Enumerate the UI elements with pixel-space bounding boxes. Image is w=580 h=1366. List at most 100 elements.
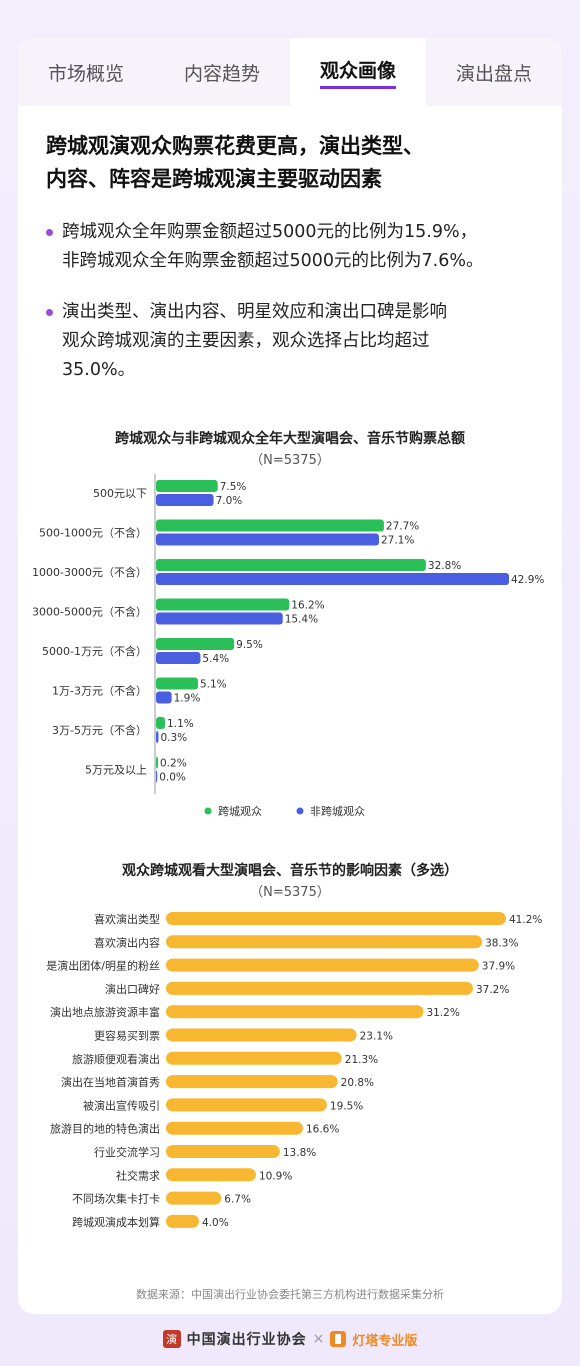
chart1-bar	[156, 480, 218, 492]
chart2-data-label: 13.8%	[283, 1147, 316, 1159]
chart2-category-label: 喜欢演出内容	[94, 935, 160, 949]
tab-label: 内容趋势	[183, 62, 260, 85]
chart2-data-label: 16.6%	[306, 1124, 339, 1136]
tab-performance-review[interactable]: 演出盘点	[426, 38, 562, 106]
chart2-category-label: 跨城观演成本划算	[72, 1215, 160, 1229]
chart1-legend-marker	[204, 807, 212, 815]
bullet-line: 演出类型、演出内容、明星效应和演出口碑是影响	[62, 302, 447, 322]
chart1-data-label: 5.1%	[200, 679, 227, 691]
chart1-category-label: 5000-1万元（不含）	[42, 644, 147, 658]
content-card: 市场概览 内容趋势 观众画像 演出盘点 跨城观演观众购票花费更高，演出类型、 内…	[18, 38, 562, 1314]
chart2-subtitle: （N=5375）	[250, 885, 330, 900]
headline-line: 跨城观演观众购票花费更高，演出类型、	[46, 134, 424, 158]
page-headline: 跨城观演观众购票花费更高，演出类型、 内容、阵容是跨城观演主要驱动因素	[46, 130, 546, 196]
chart2-category-label: 演出地点旅游资源丰富	[50, 1005, 160, 1019]
bullet-dot-icon	[46, 229, 53, 236]
chart1-data-label: 27.7%	[386, 521, 419, 533]
bullet-line: 跨城观众全年购票金额超过5000元的比例为15.9%，	[62, 222, 478, 242]
chart2-category-label: 被演出宣传吸引	[83, 1098, 160, 1112]
chart1-category-label: 500-1000元（不含）	[39, 526, 147, 540]
bullet-item: 跨城观众全年购票金额超过5000元的比例为15.9%， 非跨城观众全年购票金额超…	[46, 218, 546, 276]
chart1-category-label: 1万-3万元（不含）	[52, 684, 147, 698]
chart2-data-label: 21.3%	[345, 1054, 378, 1066]
chart2-bar	[166, 1075, 338, 1089]
chart1-bar	[156, 559, 426, 571]
chart1-svg: 500元以下 7.5% 7.0% 500-1000元（不含） 27.7% 27.1% 100…	[32, 474, 544, 818]
bullet-item: 演出类型、演出内容、明星效应和演出口碑是影响 观众跨城观演的主要因素，观众选择占…	[46, 298, 546, 385]
chart2-category-label: 旅游目的地的特色演出	[50, 1122, 160, 1136]
chart2-bar	[166, 1098, 327, 1112]
chart1-bar	[156, 652, 201, 664]
bullet-dot-icon	[46, 309, 53, 316]
chart2-bar	[166, 981, 473, 995]
tab-content-trends[interactable]: 内容趋势	[154, 38, 290, 106]
chart2-bar	[166, 1145, 280, 1158]
chart1-bar	[156, 756, 158, 769]
tab-label: 市场概览	[47, 62, 124, 85]
chart2-category-label: 社交需求	[116, 1168, 160, 1182]
data-source-note: 数据来源：中国演出行业协会委托第三方机构进行数据采集分析	[136, 1288, 444, 1301]
chart2-bar	[166, 935, 483, 949]
tab-label: 观众画像	[319, 56, 396, 89]
chart1-bar	[156, 770, 158, 783]
chart1-bar	[156, 717, 166, 729]
chart2-bar	[166, 1168, 256, 1182]
chart1-bar	[156, 638, 235, 650]
chart2-category-label: 不同场次集卡打卡	[72, 1192, 160, 1206]
chart1-bar	[156, 691, 172, 704]
chart1-data-label: 7.0%	[216, 495, 243, 507]
chart1-bar	[156, 612, 283, 625]
chart1-data-label: 42.9%	[511, 574, 544, 586]
chart1-bar	[156, 677, 198, 690]
chart1-legend-marker	[296, 807, 304, 815]
brand-name: 灯塔专业版	[352, 1333, 418, 1349]
bullet-line: 35.0%。	[62, 360, 136, 380]
chart2-data-label: 41.2%	[509, 914, 542, 926]
chart1-category-label: 3000-5000元（不含）	[32, 605, 147, 619]
chart2-category-label: 更容易买到票	[94, 1029, 160, 1043]
chart2-bar	[166, 1051, 342, 1065]
dengta-logo-icon	[330, 1331, 347, 1347]
headline-line: 内容、阵容是跨城观演主要驱动因素	[46, 167, 382, 191]
tab-market-overview[interactable]: 市场概览	[18, 38, 154, 106]
chart2-data-label: 20.8%	[341, 1077, 374, 1089]
chart2-data-label: 19.5%	[330, 1100, 363, 1112]
footer: 演 中国演出行业协会 × 灯塔专业版	[0, 1324, 580, 1354]
chart1-legend-label: 跨城观众	[218, 805, 262, 818]
chart2-bar	[166, 1028, 357, 1042]
chart1-bar	[156, 573, 509, 585]
chart2-bar	[166, 958, 479, 972]
chart2-data-label: 31.2%	[426, 1007, 459, 1019]
chart2-data-label: 37.2%	[476, 984, 509, 996]
chart2-bar	[166, 912, 506, 925]
chart1-bar	[156, 731, 159, 743]
tab-audience-profile[interactable]: 观众画像	[290, 38, 426, 106]
chart2-bar	[166, 1191, 222, 1205]
chart2-bar	[166, 1121, 303, 1135]
bullet-line: 观众跨城观演的主要因素，观众选择占比均超过	[62, 331, 430, 351]
chart1-data-label: 1.9%	[174, 693, 201, 705]
chart1-data-label: 7.5%	[220, 481, 247, 493]
chart1-category-label: 3万-5万元（不含）	[52, 723, 147, 737]
chart1-category-label: 1000-3000元（不含）	[32, 565, 147, 579]
chart1-data-label: 0.2%	[160, 758, 187, 770]
chart2-data-label: 6.7%	[224, 1194, 251, 1206]
chart1-category-label: 5万元及以上	[85, 764, 147, 777]
tab-bar: 市场概览 内容趋势 观众画像 演出盘点	[18, 38, 562, 106]
bullet-line: 非跨城观众全年购票金额超过5000元的比例为7.6%。	[62, 251, 484, 271]
chart2-data-label: 10.9%	[259, 1170, 292, 1182]
chart1-category-label: 500元以下	[93, 487, 147, 500]
chart2-category-label: 演出在当地首演首秀	[61, 1075, 160, 1089]
chart1-bar	[156, 494, 214, 506]
association-seal-icon: 演	[162, 1330, 181, 1348]
chart1-data-label: 5.4%	[202, 653, 229, 665]
chart2-data-label: 37.9%	[482, 961, 515, 973]
tab-label: 演出盘点	[455, 62, 532, 85]
chart2-title: 观众跨城观看大型演唱会、音乐节的影响因素（多选）	[122, 863, 458, 879]
chart2-data-label: 38.3%	[485, 937, 518, 949]
chart1-data-label: 32.8%	[428, 560, 461, 572]
chart2-category-label: 演出口碑好	[105, 982, 160, 996]
chart2-svg: 喜欢演出类型 41.2% 喜欢演出内容 38.3% 是演出团体/明星的粉丝 37.9% 演出…	[46, 912, 542, 1229]
chart2-category-label: 喜欢演出类型	[94, 912, 160, 926]
association-name: 中国演出行业协会	[186, 1332, 307, 1348]
